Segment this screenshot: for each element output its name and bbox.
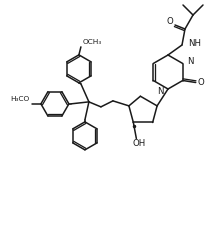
Text: O: O [167,17,173,27]
Text: OCH₃: OCH₃ [83,39,102,45]
Text: O: O [197,78,204,87]
Text: N: N [157,86,164,96]
Text: H₃CO: H₃CO [11,96,30,102]
Text: N: N [187,57,193,66]
Text: OH: OH [133,139,146,148]
Text: NH: NH [188,39,201,47]
